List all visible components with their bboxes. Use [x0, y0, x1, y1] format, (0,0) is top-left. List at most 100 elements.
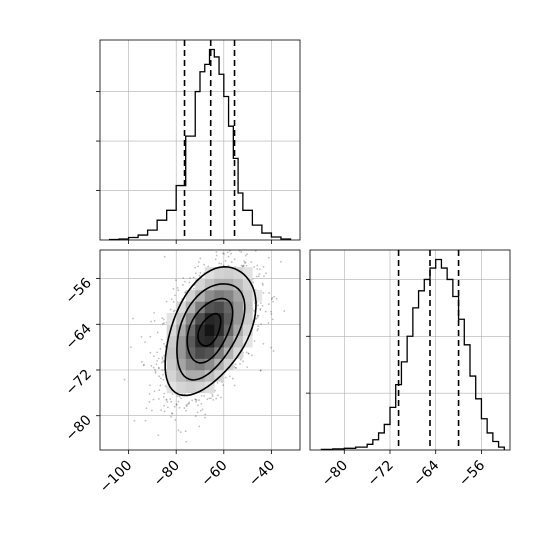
- joint-scatter-point-2014: [245, 228, 247, 230]
- joint-density-cell: [242, 267, 253, 279]
- joint-scatter-point-287: [230, 252, 232, 255]
- joint-scatter-point-1777: [171, 412, 174, 415]
- joint-scatter-point-243: [194, 398, 197, 401]
- joint-scatter-point-561: [222, 384, 225, 387]
- joint-scatter-point-1384: [197, 261, 200, 263]
- joint-scatter-point-1616: [153, 368, 156, 371]
- joint-scatter-point-1639: [162, 395, 165, 398]
- joint-scatter-point-706: [262, 292, 265, 294]
- joint-scatter-point-791: [170, 298, 173, 301]
- joint-scatter-point-221: [245, 351, 248, 354]
- joint-scatter-point-1611: [195, 399, 198, 401]
- joint-density-cell: [195, 301, 206, 314]
- joint-scatter-point-223: [271, 297, 274, 299]
- joint-scatter-point-1100: [188, 402, 190, 405]
- joint-scatter-point-1144: [183, 407, 186, 409]
- joint-density-cell: [195, 347, 206, 359]
- histogram-y-xtick-label-1: −72: [365, 458, 397, 490]
- joint-scatter-point-538: [280, 260, 282, 263]
- joint-scatter-point-18: [201, 408, 204, 411]
- joint-scatter-point-2187: [265, 272, 267, 275]
- joint-scatter-point-2123: [174, 294, 176, 297]
- joint-scatter-point-189: [185, 409, 188, 412]
- joint-scatter-point-1945: [174, 419, 177, 421]
- joint-scatter-point-2111: [163, 255, 166, 258]
- joint-scatter-point-1097: [180, 397, 183, 400]
- joint-density-cell: [223, 301, 234, 314]
- joint-scatter-point-465: [144, 341, 146, 343]
- histogram-y-frame: [309, 249, 511, 451]
- joint-scatter-point-1183: [253, 340, 256, 342]
- joint-density-cell: [185, 324, 196, 337]
- joint-scatter-point-1349: [259, 302, 262, 304]
- joint-ytick-label-0: −56: [63, 275, 95, 307]
- joint-density-cell: [204, 370, 215, 382]
- joint-scatter-point-1872: [197, 265, 200, 268]
- joint-density-cell: [233, 335, 244, 348]
- joint-density-cell: [223, 267, 234, 279]
- joint-scatter-point-2129: [161, 356, 164, 359]
- joint-scatter-point-1873: [247, 352, 250, 355]
- joint-scatter-point-1715: [234, 366, 237, 369]
- joint-scatter-point-591: [161, 357, 164, 360]
- joint-scatter-point-522: [196, 452, 198, 454]
- joint-scatter-point-1437: [250, 354, 253, 357]
- joint-scatter-point-1797: [166, 400, 169, 403]
- histogram-y-xtick-label-2: −64: [410, 457, 442, 489]
- joint-scatter-point-98: [182, 283, 184, 286]
- joint-scatter-point-1025: [196, 411, 199, 414]
- joint-density-cell: [233, 278, 244, 291]
- joint-scatter-point-1979: [184, 430, 187, 433]
- joint-scatter-point-1908: [176, 287, 179, 289]
- joint-scatter-point-872: [161, 317, 164, 320]
- joint-density-cell: [233, 267, 244, 279]
- joint-scatter-point-1249: [217, 394, 219, 397]
- joint-density-cell: [214, 267, 225, 279]
- joint-density-cell: [195, 290, 206, 302]
- joint-scatter-point-413: [240, 264, 243, 267]
- joint-scatter-point-1477: [257, 314, 260, 317]
- joint-scatter-point-1104: [199, 271, 202, 274]
- joint-scatter-point-48: [224, 376, 227, 379]
- joint-scatter-point-1954: [166, 406, 169, 409]
- joint-scatter-point-2194: [247, 352, 250, 355]
- joint-scatter-point-2198: [283, 310, 286, 312]
- joint-scatter-point-1054: [177, 429, 180, 432]
- joint-density-cell: [233, 347, 244, 359]
- joint-scatter-point-1275: [148, 384, 151, 387]
- joint-density-cell: [214, 335, 225, 348]
- joint-density-cell: [242, 335, 253, 348]
- joint-scatter-point-720: [176, 403, 178, 406]
- joint-scatter-point-1786: [272, 350, 275, 352]
- joint-scatter-point-2097: [214, 389, 216, 392]
- joint-density-cell: [166, 370, 177, 382]
- joint-scatter-point-126: [242, 265, 245, 267]
- joint-scatter-point-122: [156, 331, 159, 334]
- joint-scatter-point-2147: [272, 300, 275, 303]
- joint-xtick-label-0: −100: [97, 458, 136, 497]
- joint-scatter-point-1095: [203, 395, 206, 397]
- histogram-y-xtick-label-3: −56: [456, 457, 488, 489]
- joint-density-cell: [185, 370, 196, 382]
- joint-scatter-point-1425: [172, 301, 175, 303]
- joint-scatter-point-1373: [175, 279, 177, 281]
- joint-scatter-point-1493: [253, 266, 256, 268]
- joint-scatter-point-704: [170, 400, 173, 403]
- joint-density-cell: [204, 267, 215, 279]
- joint-density-cell: [223, 335, 234, 348]
- joint-density-cell: [166, 381, 177, 394]
- joint-scatter-point-1163: [270, 298, 273, 301]
- joint-scatter-point-1625: [259, 309, 262, 311]
- joint-xtick-label-1: −80: [151, 458, 183, 490]
- joint-scatter-point-55: [242, 264, 245, 267]
- joint-density-cell: [166, 312, 177, 325]
- joint-scatter-point-1273: [152, 366, 155, 369]
- joint-scatter-point-1039: [158, 375, 161, 378]
- joint-scatter-point-285: [199, 409, 202, 412]
- joint-xtick-label-2: −60: [198, 458, 230, 490]
- joint-scatter-point-200: [207, 265, 210, 268]
- joint-scatter-point-1260: [182, 277, 185, 279]
- joint-scatter-point-692: [159, 377, 162, 380]
- joint-scatter-point-1973: [145, 407, 148, 410]
- joint-scatter-point-185: [259, 307, 262, 310]
